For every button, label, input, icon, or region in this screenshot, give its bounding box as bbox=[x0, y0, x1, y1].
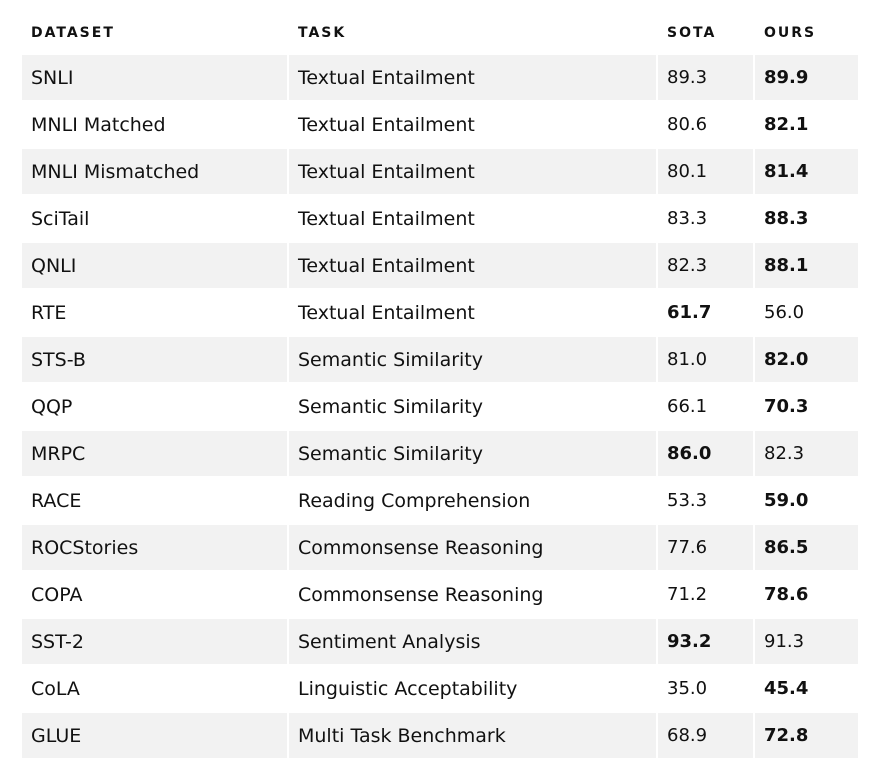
cell-ours: 45.4 bbox=[755, 666, 858, 713]
cell-dataset: GLUE bbox=[22, 713, 289, 760]
cell-dataset: MNLI Matched bbox=[22, 102, 289, 149]
header-row: DATASET TASK SOTA OURS bbox=[22, 10, 858, 55]
cell-task: Multi Task Benchmark bbox=[289, 713, 658, 760]
cell-sota: 82.3 bbox=[658, 243, 755, 290]
cell-task: Textual Entailment bbox=[289, 55, 658, 102]
cell-dataset: RTE bbox=[22, 290, 289, 337]
table-row: RACE Reading Comprehension 53.3 59.0 bbox=[22, 478, 858, 525]
cell-dataset: MNLI Mismatched bbox=[22, 149, 289, 196]
cell-task: Sentiment Analysis bbox=[289, 619, 658, 666]
table-row: SciTail Textual Entailment 83.3 88.3 bbox=[22, 196, 858, 243]
table-row: CoLA Linguistic Acceptability 35.0 45.4 bbox=[22, 666, 858, 713]
cell-ours: 70.3 bbox=[755, 384, 858, 431]
cell-dataset: CoLA bbox=[22, 666, 289, 713]
cell-ours: 88.3 bbox=[755, 196, 858, 243]
cell-ours: 78.6 bbox=[755, 572, 858, 619]
table-row: QNLI Textual Entailment 82.3 88.1 bbox=[22, 243, 858, 290]
table-row: SST-2 Sentiment Analysis 93.2 91.3 bbox=[22, 619, 858, 666]
cell-dataset: MRPC bbox=[22, 431, 289, 478]
cell-ours: 88.1 bbox=[755, 243, 858, 290]
cell-ours: 91.3 bbox=[755, 619, 858, 666]
cell-dataset: QNLI bbox=[22, 243, 289, 290]
cell-dataset: COPA bbox=[22, 572, 289, 619]
table-body: SNLI Textual Entailment 89.3 89.9 MNLI Match… bbox=[22, 55, 858, 760]
cell-dataset: SNLI bbox=[22, 55, 289, 102]
cell-task: Textual Entailment bbox=[289, 102, 658, 149]
table-row: MNLI Matched Textual Entailment 80.6 82.1 bbox=[22, 102, 858, 149]
cell-task: Textual Entailment bbox=[289, 290, 658, 337]
cell-ours: 81.4 bbox=[755, 149, 858, 196]
results-table: DATASET TASK SOTA OURS SNLI Textual Entai… bbox=[22, 10, 858, 760]
cell-sota: 80.6 bbox=[658, 102, 755, 149]
cell-task: Textual Entailment bbox=[289, 149, 658, 196]
table-row: COPA Commonsense Reasoning 71.2 78.6 bbox=[22, 572, 858, 619]
cell-ours: 86.5 bbox=[755, 525, 858, 572]
cell-sota: 71.2 bbox=[658, 572, 755, 619]
table-row: ROCStories Commonsense Reasoning 77.6 86.5 bbox=[22, 525, 858, 572]
table-row: QQP Semantic Similarity 66.1 70.3 bbox=[22, 384, 858, 431]
header-dataset: DATASET bbox=[31, 24, 115, 41]
cell-task: Commonsense Reasoning bbox=[289, 572, 658, 619]
cell-dataset: RACE bbox=[22, 478, 289, 525]
cell-task: Textual Entailment bbox=[289, 243, 658, 290]
header-sota: SOTA bbox=[667, 24, 717, 41]
header-task: TASK bbox=[298, 24, 347, 41]
table-row: MRPC Semantic Similarity 86.0 82.3 bbox=[22, 431, 858, 478]
table-row: RTE Textual Entailment 61.7 56.0 bbox=[22, 290, 858, 337]
cell-task: Reading Comprehension bbox=[289, 478, 658, 525]
table-header: DATASET TASK SOTA OURS bbox=[22, 10, 858, 55]
cell-sota: 66.1 bbox=[658, 384, 755, 431]
cell-task: Linguistic Acceptability bbox=[289, 666, 658, 713]
header-ours: OURS bbox=[764, 24, 817, 41]
cell-ours: 82.1 bbox=[755, 102, 858, 149]
cell-ours: 56.0 bbox=[755, 290, 858, 337]
cell-sota: 93.2 bbox=[658, 619, 755, 666]
cell-dataset: STS-B bbox=[22, 337, 289, 384]
cell-sota: 80.1 bbox=[658, 149, 755, 196]
cell-sota: 68.9 bbox=[658, 713, 755, 760]
cell-task: Semantic Similarity bbox=[289, 431, 658, 478]
cell-ours: 82.3 bbox=[755, 431, 858, 478]
cell-task: Textual Entailment bbox=[289, 196, 658, 243]
cell-sota: 61.7 bbox=[658, 290, 755, 337]
cell-dataset: SciTail bbox=[22, 196, 289, 243]
table-row: STS-B Semantic Similarity 81.0 82.0 bbox=[22, 337, 858, 384]
cell-task: Semantic Similarity bbox=[289, 384, 658, 431]
cell-sota: 81.0 bbox=[658, 337, 755, 384]
cell-task: Semantic Similarity bbox=[289, 337, 658, 384]
cell-task: Commonsense Reasoning bbox=[289, 525, 658, 572]
table-row: SNLI Textual Entailment 89.3 89.9 bbox=[22, 55, 858, 102]
cell-ours: 59.0 bbox=[755, 478, 858, 525]
cell-dataset: QQP bbox=[22, 384, 289, 431]
cell-sota: 77.6 bbox=[658, 525, 755, 572]
cell-ours: 89.9 bbox=[755, 55, 858, 102]
table-row: GLUE Multi Task Benchmark 68.9 72.8 bbox=[22, 713, 858, 760]
table-row: MNLI Mismatched Textual Entailment 80.1 81.… bbox=[22, 149, 858, 196]
cell-ours: 72.8 bbox=[755, 713, 858, 760]
cell-sota: 83.3 bbox=[658, 196, 755, 243]
cell-sota: 53.3 bbox=[658, 478, 755, 525]
cell-dataset: SST-2 bbox=[22, 619, 289, 666]
cell-sota: 89.3 bbox=[658, 55, 755, 102]
cell-sota: 86.0 bbox=[658, 431, 755, 478]
cell-ours: 82.0 bbox=[755, 337, 858, 384]
cell-dataset: ROCStories bbox=[22, 525, 289, 572]
cell-sota: 35.0 bbox=[658, 666, 755, 713]
